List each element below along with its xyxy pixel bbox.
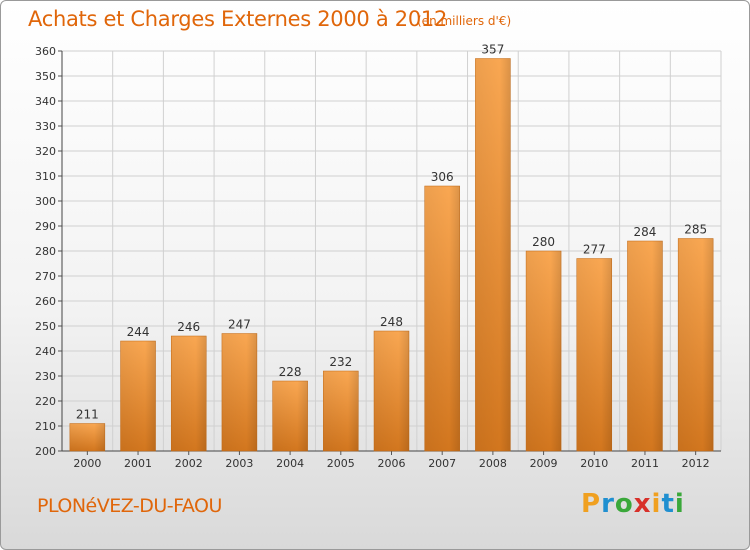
y-tick-label: 350 <box>35 70 56 83</box>
y-tick-label: 280 <box>35 245 56 258</box>
data-label: 280 <box>532 235 555 249</box>
y-tick-label: 310 <box>35 170 56 183</box>
bar-shade <box>678 238 714 451</box>
x-tick-label: 2007 <box>428 457 456 470</box>
y-tick-label: 210 <box>35 420 56 433</box>
x-tick-label: 2004 <box>276 457 304 470</box>
y-tick-label: 260 <box>35 295 56 308</box>
data-label: 277 <box>583 243 606 257</box>
x-tick-label: 2003 <box>225 457 253 470</box>
data-label: 247 <box>228 318 251 332</box>
data-label: 248 <box>380 315 403 329</box>
bar-shade <box>374 331 409 451</box>
bar-shade <box>576 258 612 451</box>
bars <box>69 58 714 452</box>
bar-shade <box>69 423 105 451</box>
x-tick-label: 2011 <box>631 457 659 470</box>
logo-letter: P <box>581 489 602 519</box>
bar-shade <box>171 336 207 451</box>
logo-letter: i <box>674 489 685 519</box>
bar-shade <box>475 58 511 451</box>
x-tick-label: 2000 <box>73 457 101 470</box>
logo-letter: x <box>633 489 652 519</box>
data-label: 211 <box>76 408 99 422</box>
y-tick-label: 200 <box>35 445 56 458</box>
data-label: 306 <box>431 170 454 184</box>
x-tick-label: 2010 <box>580 457 608 470</box>
y-tick-label: 250 <box>35 320 56 333</box>
y-tick-label: 230 <box>35 370 56 383</box>
chart-unit: (en milliers d'€) <box>417 14 512 28</box>
bar-shade <box>424 186 460 451</box>
x-tick-label: 2002 <box>175 457 203 470</box>
proxiti-logo[interactable]: Proxiti <box>581 489 685 519</box>
logo-letter: t <box>661 489 675 519</box>
x-tick-label: 2001 <box>124 457 152 470</box>
y-tick-label: 270 <box>35 270 56 283</box>
data-label: 357 <box>481 43 504 57</box>
y-tick-label: 340 <box>35 95 56 108</box>
y-tick-label: 320 <box>35 145 56 158</box>
bar-shade <box>627 241 663 451</box>
y-tick-label: 220 <box>35 395 56 408</box>
labels: 200 210 220 230 240 250 260 270 280 290 300 310 320 3… <box>35 43 710 471</box>
data-label: 284 <box>634 225 657 239</box>
data-label: 232 <box>329 355 352 369</box>
y-tick-label: 240 <box>35 345 56 358</box>
bar-shade <box>323 371 359 451</box>
bar-shade <box>221 333 257 451</box>
logo-letter: o <box>614 489 634 519</box>
y-tick-label: 290 <box>35 220 56 233</box>
x-tick-label: 2008 <box>479 457 507 470</box>
bar-shade <box>120 341 156 451</box>
logo-letter: r <box>601 489 615 519</box>
logo-letter: i <box>651 489 662 519</box>
data-label: 246 <box>177 320 200 334</box>
x-tick-label: 2009 <box>530 457 558 470</box>
chart-title: Achats et Charges Externes 2000 à 2012 <box>28 7 448 31</box>
x-tick-label: 2012 <box>682 457 710 470</box>
bar-shade <box>526 251 562 451</box>
data-label: 228 <box>279 365 302 379</box>
data-label: 244 <box>127 325 150 339</box>
x-tick-label: 2006 <box>378 457 406 470</box>
x-tick-label: 2005 <box>327 457 355 470</box>
commune-name: PLONéVEZ-DU-FAOU <box>37 495 222 517</box>
y-tick-label: 300 <box>35 195 56 208</box>
bar-shade <box>272 381 308 451</box>
y-tick-label: 330 <box>35 120 56 133</box>
y-tick-label: 360 <box>35 45 56 58</box>
data-label: 285 <box>684 223 707 237</box>
